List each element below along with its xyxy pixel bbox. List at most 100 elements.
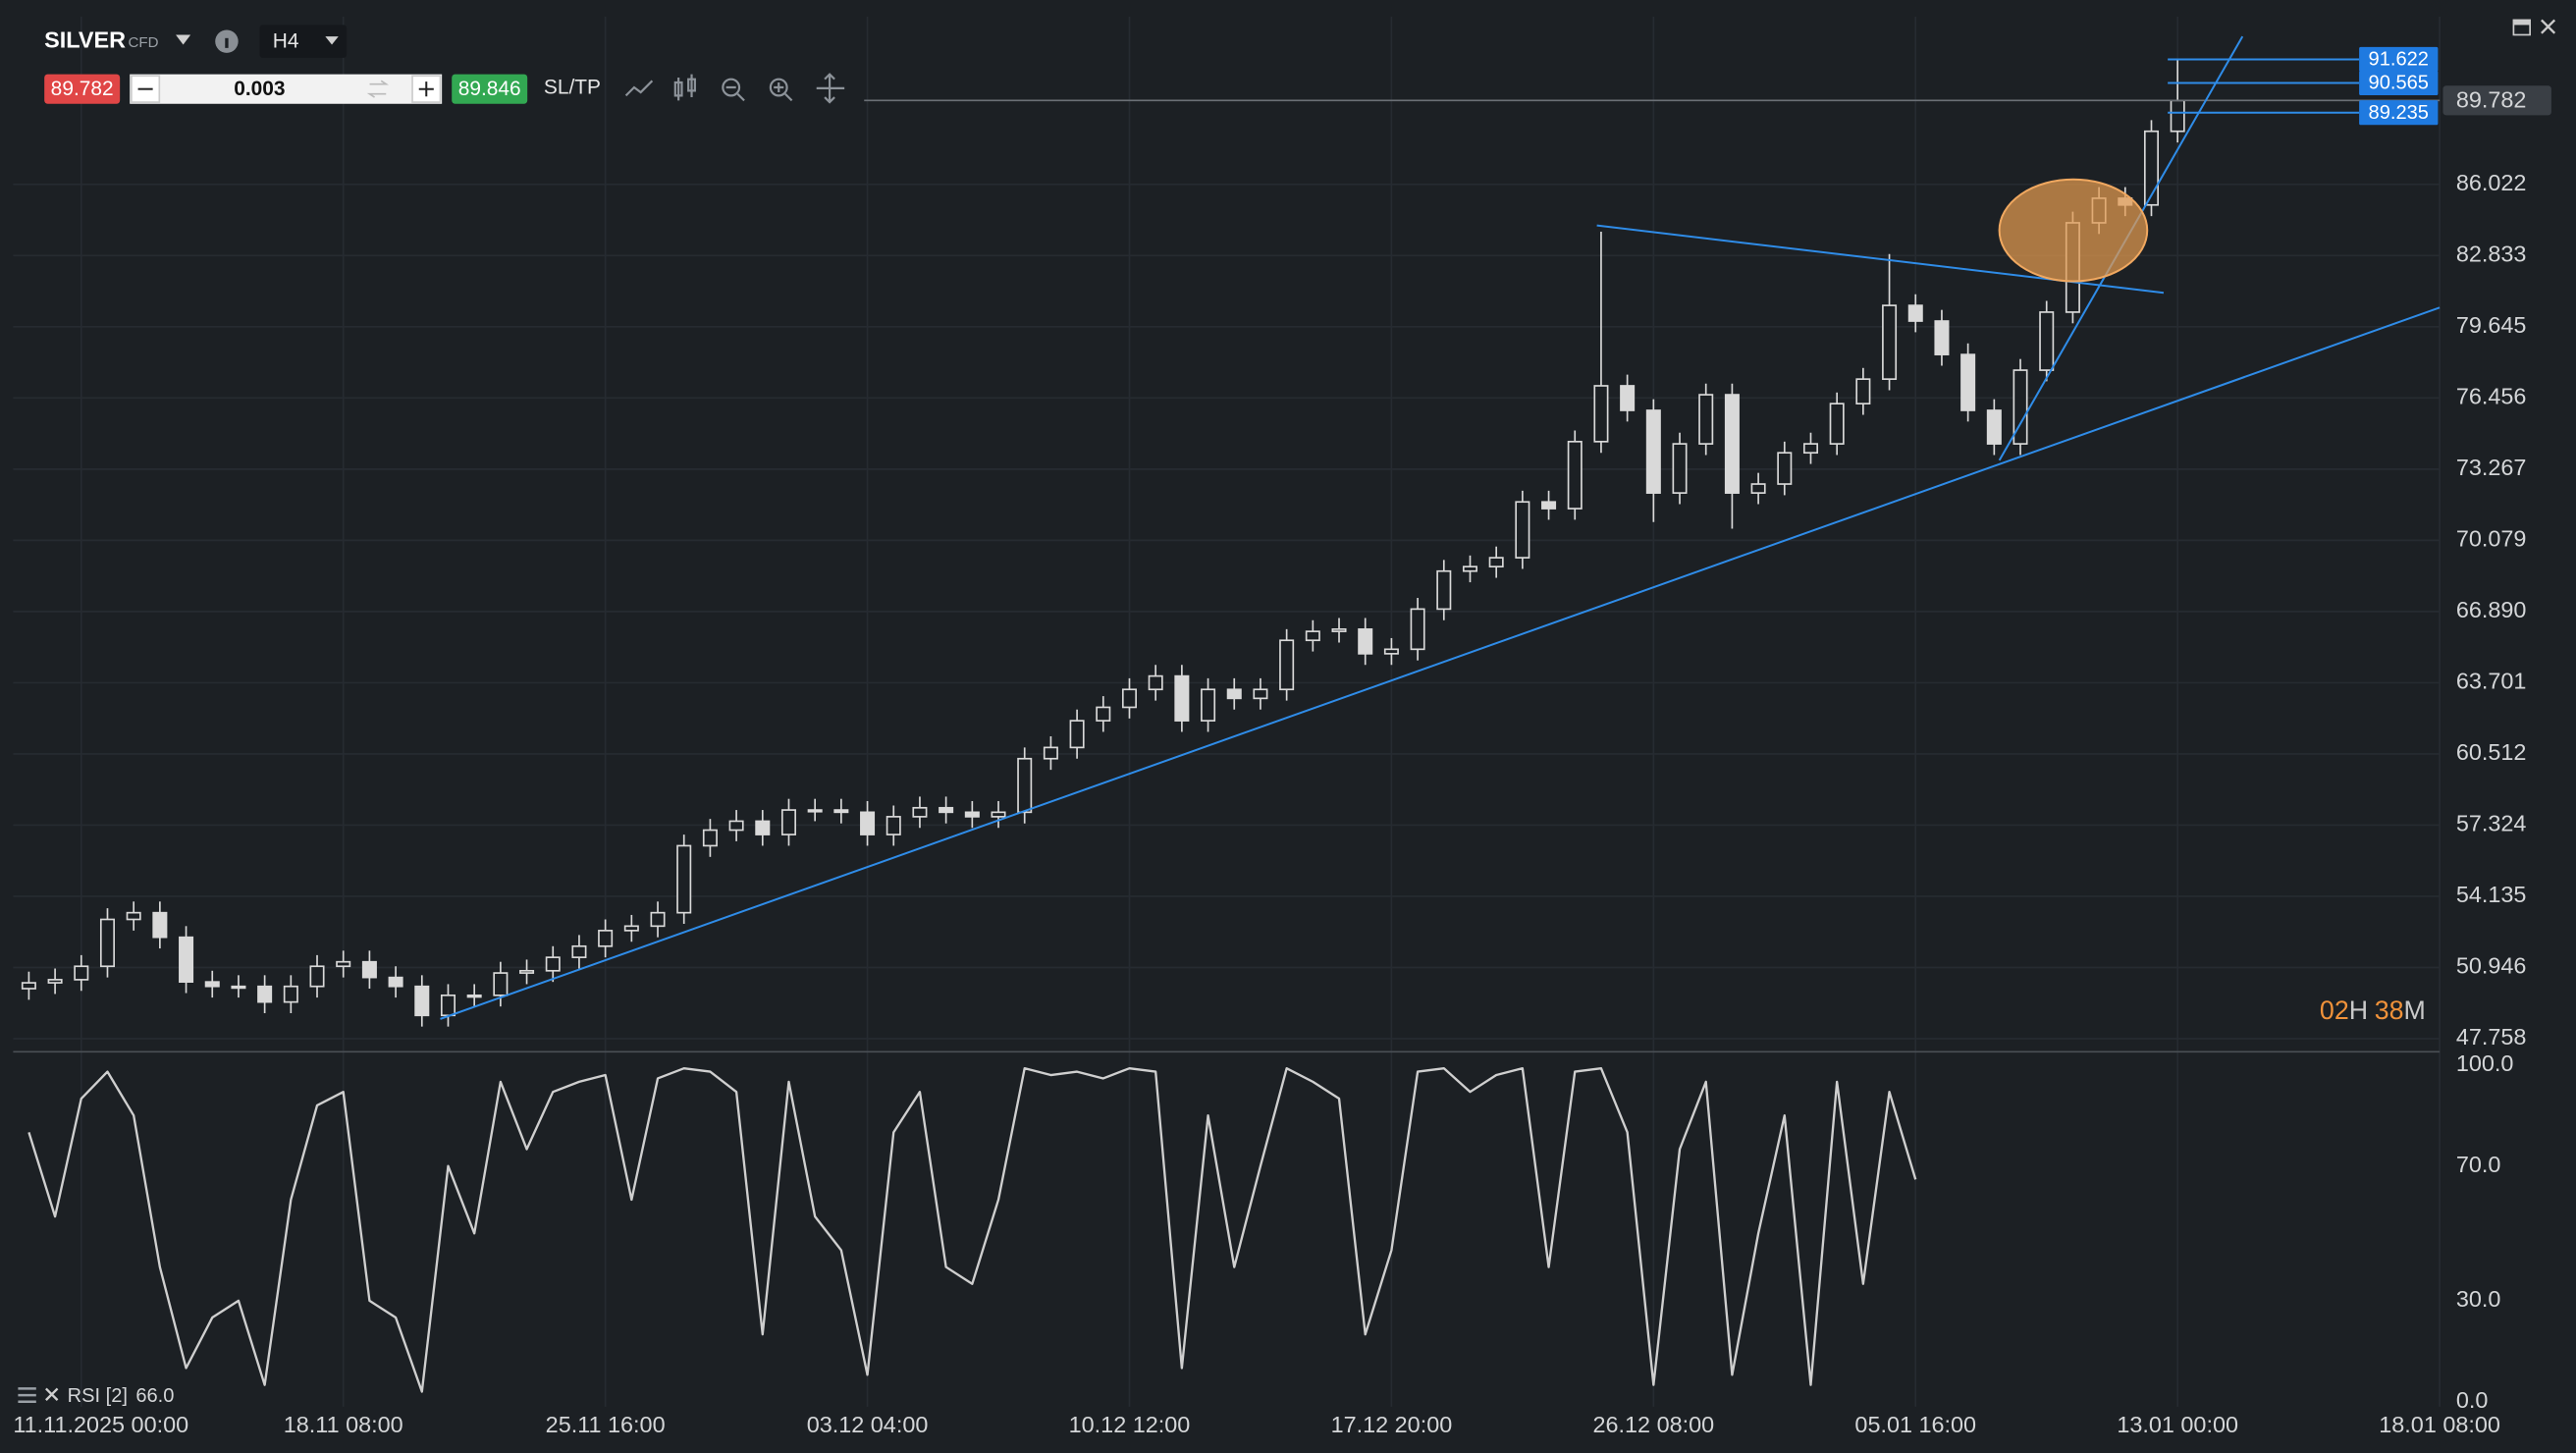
candle-body	[1802, 443, 1818, 455]
sltp-button[interactable]: SL/TP	[544, 76, 601, 98]
candle-body	[1305, 630, 1320, 642]
candle-body	[1645, 409, 1661, 494]
move-icon[interactable]	[816, 73, 845, 104]
candle-body	[257, 985, 273, 1003]
zoom-in-mark	[774, 81, 793, 102]
rsi-label: RSI [2] 66.0	[68, 1385, 175, 1407]
candle-body	[1986, 409, 2002, 445]
candle-body	[1174, 674, 1190, 722]
legend-remove-icon[interactable]	[45, 1387, 59, 1401]
line-chart-icon[interactable]	[624, 80, 654, 97]
candle-body	[466, 994, 482, 998]
candle-icon[interactable]	[673, 74, 696, 101]
candle-body	[1620, 385, 1636, 411]
candle-body	[964, 811, 980, 818]
quantity[interactable]: 0.003	[234, 78, 285, 100]
y-tick-label: 30.0	[2456, 1286, 2501, 1312]
info-icon-mark	[225, 37, 229, 48]
hours: 02	[2320, 996, 2349, 1025]
candle-body	[991, 811, 1006, 818]
candle-body	[2039, 311, 2055, 371]
timeframe-dropdown[interactable]	[325, 36, 339, 45]
rsi-name: RSI [2]	[68, 1385, 128, 1407]
trend-line[interactable]	[440, 306, 2441, 1020]
x-tick-label: 18.11 08:00	[284, 1412, 403, 1437]
minimize-bar	[2513, 20, 2531, 26]
candle-body	[1907, 304, 1923, 322]
candle-body	[99, 918, 115, 968]
buy-price[interactable]: 89.846	[458, 78, 521, 100]
candle-body	[728, 820, 744, 832]
candle-body	[650, 911, 666, 928]
timeframe-box[interactable]	[259, 25, 348, 58]
y-tick-label: 47.758	[2456, 1024, 2527, 1049]
last-price-tag	[2442, 85, 2551, 116]
candle-body	[493, 972, 509, 996]
candle-body	[1934, 320, 1950, 355]
sell-button[interactable]	[44, 74, 121, 104]
candle-body	[2012, 369, 2028, 445]
x-tick-label: 10.12 12:00	[1069, 1412, 1191, 1437]
candle-body	[623, 925, 639, 932]
swap-icon[interactable]	[366, 80, 390, 98]
symbol-tag: CFD	[129, 34, 159, 51]
y-tick-label: 70.079	[2456, 526, 2527, 552]
candle-body	[2170, 99, 2185, 133]
candle-body	[912, 806, 928, 818]
timeframe[interactable]: H4	[273, 30, 299, 53]
legend-menu-icon[interactable]	[18, 1387, 36, 1404]
zoom-out-icon[interactable]	[722, 78, 741, 97]
candle-body	[598, 930, 614, 947]
candle-body	[1121, 688, 1137, 709]
candle-body	[1148, 674, 1163, 691]
quantity-field[interactable]	[130, 74, 443, 104]
candle-body	[179, 936, 194, 984]
candle-body	[1331, 628, 1347, 632]
candle-body	[755, 820, 771, 835]
rsi-line	[27, 1066, 1917, 1393]
y-tick-label: 60.512	[2456, 739, 2527, 765]
x-tick-label: 25.11 16:00	[546, 1412, 666, 1437]
y-tick-label: 100.0	[2456, 1050, 2514, 1076]
candle-body	[939, 806, 954, 814]
x-tick-label: 13.01 00:00	[2117, 1412, 2238, 1437]
candle-body	[1724, 394, 1740, 494]
y-tick-label: 86.022	[2456, 170, 2527, 195]
candle-body	[886, 816, 901, 835]
candle-body	[1882, 304, 1898, 380]
rsi-panel	[27, 1066, 1917, 1393]
zoom-in-icon[interactable]	[769, 78, 788, 97]
level-tag	[2359, 100, 2439, 126]
candle-body	[440, 994, 456, 1017]
candle-body	[1960, 353, 1976, 411]
candle-body	[1855, 378, 1871, 405]
countdown: 02H 38M	[2320, 996, 2426, 1025]
axes: 47.758 50.946 54.135 57.324 60.512 63.701 66.8…	[13, 46, 2551, 1437]
close-button[interactable]	[2541, 19, 2556, 34]
candle-body	[414, 985, 430, 1017]
symbol[interactable]: SILVER	[44, 27, 126, 52]
y-tick-label: 70.0	[2456, 1152, 2501, 1177]
candle-body	[1750, 483, 1766, 494]
y-tick-label: 50.946	[2456, 953, 2527, 979]
level-label: 89.235	[2369, 102, 2429, 124]
candle-body	[833, 809, 849, 814]
sell-price[interactable]: 89.782	[51, 78, 114, 100]
level-label: 90.565	[2369, 73, 2429, 94]
x-tick-label: 26.12 08:00	[1593, 1412, 1715, 1437]
candle-body	[309, 965, 325, 988]
highlight-ellipse[interactable]	[1998, 178, 2149, 283]
y-tick-label: 0.0	[2456, 1387, 2489, 1413]
buy-button[interactable]	[452, 74, 528, 104]
x-tick-label: 05.01 16:00	[1854, 1412, 1976, 1437]
minutes: 38	[2375, 996, 2404, 1025]
y-tick-label: 66.890	[2456, 597, 2527, 622]
candle-body	[519, 969, 535, 974]
candle-body	[1777, 452, 1793, 485]
symbol-dropdown[interactable]	[176, 34, 191, 45]
candle-body	[1515, 501, 1530, 559]
candle-body	[1253, 688, 1268, 700]
y-tick-label: 57.324	[2456, 811, 2527, 836]
candle-body	[1358, 628, 1373, 655]
